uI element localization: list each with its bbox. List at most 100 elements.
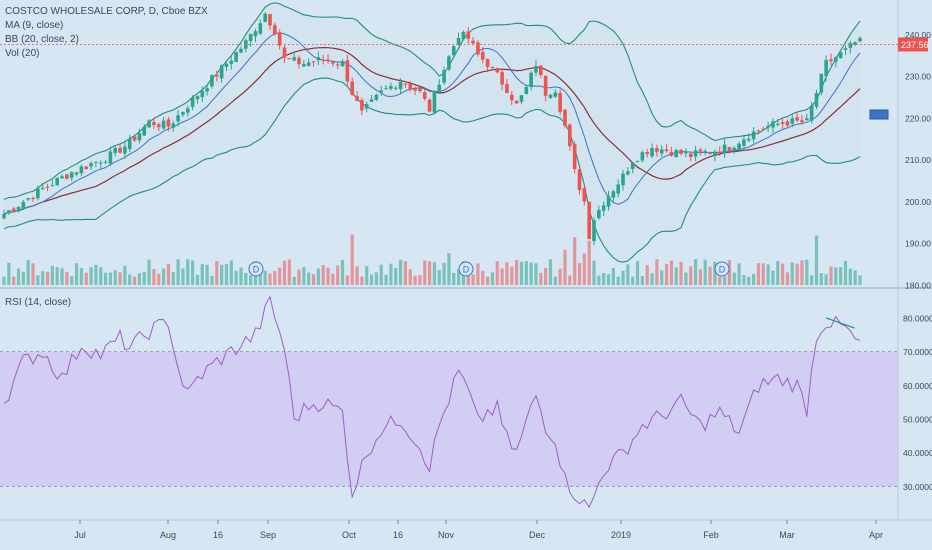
candle-body (142, 126, 147, 136)
candle-body (843, 48, 848, 50)
candle-body (89, 163, 93, 167)
volume-bar (258, 272, 262, 285)
volume-bar (60, 268, 64, 285)
rsi-tick-label: 60.0000 (903, 381, 932, 391)
volume-bar (220, 264, 224, 285)
candle-body (127, 138, 132, 149)
volume-bar (693, 259, 698, 285)
volume-bar (268, 273, 272, 285)
time-tick-label: Mar (779, 530, 795, 540)
candle-body (466, 31, 471, 39)
candle-body (626, 171, 630, 175)
candle-body (437, 84, 442, 93)
candle-body (514, 100, 519, 104)
indicator-bb[interactable]: BB (20, close, 2) (5, 34, 79, 45)
price-axis-marker[interactable] (869, 109, 889, 120)
volume-bar (515, 260, 519, 285)
volume-bars (2, 234, 862, 285)
volume-bar (311, 274, 316, 285)
volume-bar (176, 259, 180, 285)
volume-bar (505, 262, 509, 285)
dividend-label: D (253, 265, 260, 275)
volume-bar (152, 269, 156, 285)
candle-body (195, 96, 200, 100)
candle-body (137, 133, 142, 141)
volume-bar (640, 276, 644, 285)
last-price-label: 237.56 (901, 40, 929, 50)
candle-body (838, 52, 843, 59)
candle-body (611, 191, 616, 198)
volume-bar (510, 266, 514, 285)
volume-bar (858, 275, 862, 285)
candle-body (790, 118, 795, 124)
time-tick-label: Jul (74, 530, 86, 540)
volume-bar (679, 261, 683, 285)
volume-bar (432, 262, 437, 285)
volume-bar (577, 263, 582, 285)
volume-bar (766, 264, 770, 285)
candle-body (732, 147, 737, 151)
candle-body (31, 197, 35, 200)
indicator-ma[interactable]: MA (9, close) (5, 20, 64, 31)
volume-bar (171, 272, 175, 285)
candle-body (505, 84, 509, 93)
candle-body (490, 67, 495, 69)
candle-body (103, 161, 108, 163)
volume-bar (70, 276, 74, 285)
volume-bar (442, 262, 446, 285)
volume-bar (553, 276, 557, 285)
volume-bar (722, 276, 727, 285)
rsi-label[interactable]: RSI (14, close) (5, 297, 72, 308)
volume-bar (563, 249, 567, 285)
volume-bar (790, 262, 794, 285)
dividend-marker[interactable]: D (248, 261, 264, 277)
candle-body (253, 31, 258, 37)
volume-bar (737, 263, 741, 285)
volume-bar (84, 272, 88, 285)
candle-body (630, 162, 635, 169)
volume-bar (26, 259, 30, 285)
dividend-label: D (719, 265, 726, 275)
volume-bar (684, 272, 688, 285)
volume-bar (282, 260, 287, 285)
time-tick-label: Aug (160, 530, 176, 540)
volume-bar (234, 270, 238, 285)
dividend-marker[interactable]: D (458, 261, 474, 277)
dividend-marker[interactable]: D (714, 261, 730, 277)
bb-lower-band (3, 77, 861, 263)
candle-body (384, 88, 388, 90)
last-price-tag (898, 37, 928, 52)
candle-body (147, 120, 151, 128)
candle-body (645, 152, 650, 155)
volume-bar (384, 274, 388, 285)
price-tick-label: 180.00 (905, 281, 931, 291)
indicator-vol[interactable]: Vol (20) (5, 48, 40, 59)
candle-body (587, 201, 591, 239)
volume-bar (486, 276, 490, 285)
candle-body (543, 75, 548, 96)
volume-bar (398, 259, 403, 285)
candle-body (210, 75, 214, 87)
volume-bar (394, 268, 398, 285)
price-tick-label: 220.00 (905, 113, 931, 123)
volume-bar (626, 264, 630, 285)
candle-body (200, 91, 205, 97)
volume-bar (669, 260, 673, 285)
volume-bar (45, 271, 50, 285)
volume-bar (814, 235, 819, 285)
candle-body (234, 52, 238, 62)
volume-bar (655, 259, 659, 285)
candle-body (858, 38, 862, 42)
volume-bar (166, 263, 171, 285)
candle-body (248, 33, 253, 42)
candle-body (572, 144, 577, 170)
time-tick-label: 16 (393, 530, 403, 540)
candle-body (258, 23, 263, 34)
candle-body (669, 151, 674, 156)
candle-body (273, 25, 277, 35)
volume-bar (365, 266, 369, 285)
candle-body (7, 210, 11, 214)
candle-body (476, 42, 480, 55)
volume-bar (752, 273, 756, 285)
